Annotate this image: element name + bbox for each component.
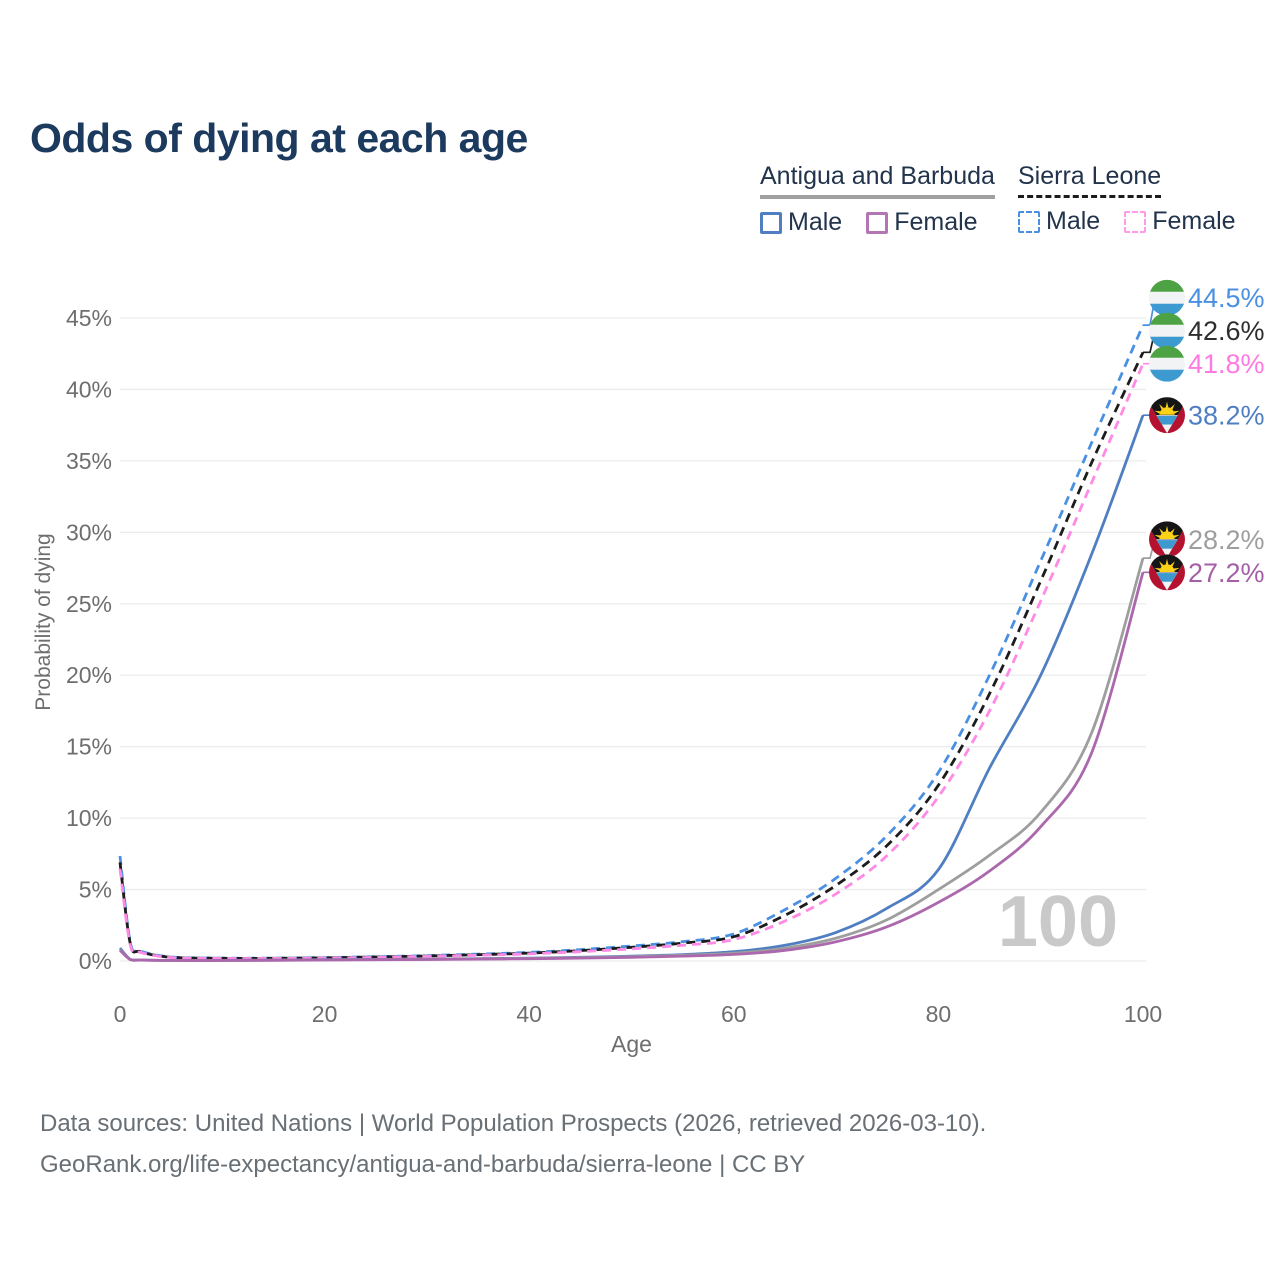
legend-label: Female bbox=[894, 208, 978, 236]
end-label-group bbox=[1149, 345, 1185, 382]
x-tick-label: 40 bbox=[516, 1001, 542, 1027]
end-label-group bbox=[1149, 397, 1185, 434]
data-source-line1: Data sources: United Nations | World Pop… bbox=[40, 1110, 987, 1137]
y-tick-label: 20% bbox=[66, 662, 112, 688]
series-line-antigua-and-barbuda-both-sexes[interactable] bbox=[119, 557, 1145, 962]
age-watermark: 100 bbox=[998, 882, 1118, 962]
end-value-label: 41.8% bbox=[1188, 349, 1265, 379]
end-label-group bbox=[1149, 312, 1185, 349]
flag-icon-sierra-leone bbox=[1149, 345, 1185, 382]
series-line-antigua-and-barbuda-female[interactable] bbox=[119, 571, 1145, 962]
flag-icon-antigua-and-barbuda bbox=[1149, 521, 1185, 558]
legend-country-antigua-and-barbuda[interactable]: Antigua and Barbuda bbox=[760, 162, 995, 199]
legend-item-sierra-leone-female[interactable]: Female bbox=[1124, 207, 1236, 236]
end-value-label: 38.2% bbox=[1188, 401, 1265, 431]
y-tick-label: 25% bbox=[66, 591, 112, 617]
legend-item-antigua-male[interactable]: Male bbox=[760, 208, 842, 237]
end-label-group bbox=[1149, 554, 1185, 591]
page-title: Odds of dying at each age bbox=[30, 115, 528, 162]
legend-swatch-sierra-leone-female bbox=[1124, 210, 1147, 233]
series-line-sierra-leone-female[interactable] bbox=[118, 363, 1145, 960]
end-label-group bbox=[1149, 279, 1185, 316]
legend-label: Male bbox=[1046, 207, 1101, 235]
end-value-label: 42.6% bbox=[1188, 316, 1265, 346]
series-line-antigua-and-barbuda-male[interactable] bbox=[118, 414, 1145, 962]
y-axis-label: Probability of dying bbox=[32, 533, 55, 710]
end-label-group bbox=[1149, 521, 1185, 558]
flag-icon-sierra-leone bbox=[1149, 312, 1185, 349]
legend-group-antigua-and-barbuda: Antigua and Barbuda Male Female bbox=[760, 162, 995, 237]
legend-label: Male bbox=[788, 208, 843, 236]
legend-group-sierra-leone: Sierra Leone Male Female bbox=[1018, 162, 1236, 236]
odds-of-dying-chart: 100 0% 5% 10% 15% 20% 25% 30% 35% 40% 45% 0 20 40 60 80… bbox=[32, 279, 1265, 1057]
legend-swatch-antigua-female bbox=[866, 211, 889, 234]
flag-icon-antigua-and-barbuda bbox=[1149, 554, 1185, 591]
legend-swatch-sierra-leone-male bbox=[1018, 210, 1040, 233]
y-tick-label: 40% bbox=[66, 376, 112, 402]
flag-icon-sierra-leone bbox=[1149, 279, 1185, 316]
y-tick-label: 45% bbox=[66, 305, 112, 331]
y-tick-label: 0% bbox=[79, 948, 112, 974]
y-tick-label: 35% bbox=[66, 448, 112, 474]
y-tick-label: 5% bbox=[79, 877, 112, 903]
legend-label: Female bbox=[1152, 207, 1236, 235]
end-value-label: 28.2% bbox=[1188, 525, 1265, 555]
legend-item-antigua-female[interactable]: Female bbox=[866, 208, 978, 237]
x-axis-label: Age bbox=[611, 1031, 652, 1057]
end-value-label: 44.5% bbox=[1188, 283, 1265, 313]
y-tick-label: 10% bbox=[66, 805, 112, 831]
x-tick-label: 100 bbox=[1124, 1001, 1162, 1027]
gridlines bbox=[120, 317, 1146, 962]
x-tick-label: 60 bbox=[721, 1001, 747, 1027]
series-line-sierra-leone-both-sexes[interactable] bbox=[118, 351, 1145, 960]
data-source-note: Data sources: United Nations | World Pop… bbox=[40, 1103, 986, 1185]
legend-item-sierra-leone-male[interactable]: Male bbox=[1018, 207, 1100, 236]
legend-country-sierra-leone[interactable]: Sierra Leone bbox=[1018, 162, 1162, 198]
legend-swatch-antigua-male bbox=[760, 211, 782, 234]
x-tick-label: 80 bbox=[926, 1001, 952, 1027]
y-tick-label: 15% bbox=[66, 734, 112, 760]
x-tick-label: 0 bbox=[114, 1001, 127, 1027]
end-value-label: 27.2% bbox=[1188, 558, 1265, 588]
data-source-line2: GeoRank.org/life-expectancy/antigua-and-… bbox=[40, 1151, 806, 1178]
x-tick-label: 20 bbox=[312, 1001, 338, 1027]
series-line-sierra-leone-male[interactable] bbox=[118, 324, 1145, 960]
y-tick-label: 30% bbox=[66, 519, 112, 545]
flag-icon-antigua-and-barbuda bbox=[1149, 397, 1185, 434]
